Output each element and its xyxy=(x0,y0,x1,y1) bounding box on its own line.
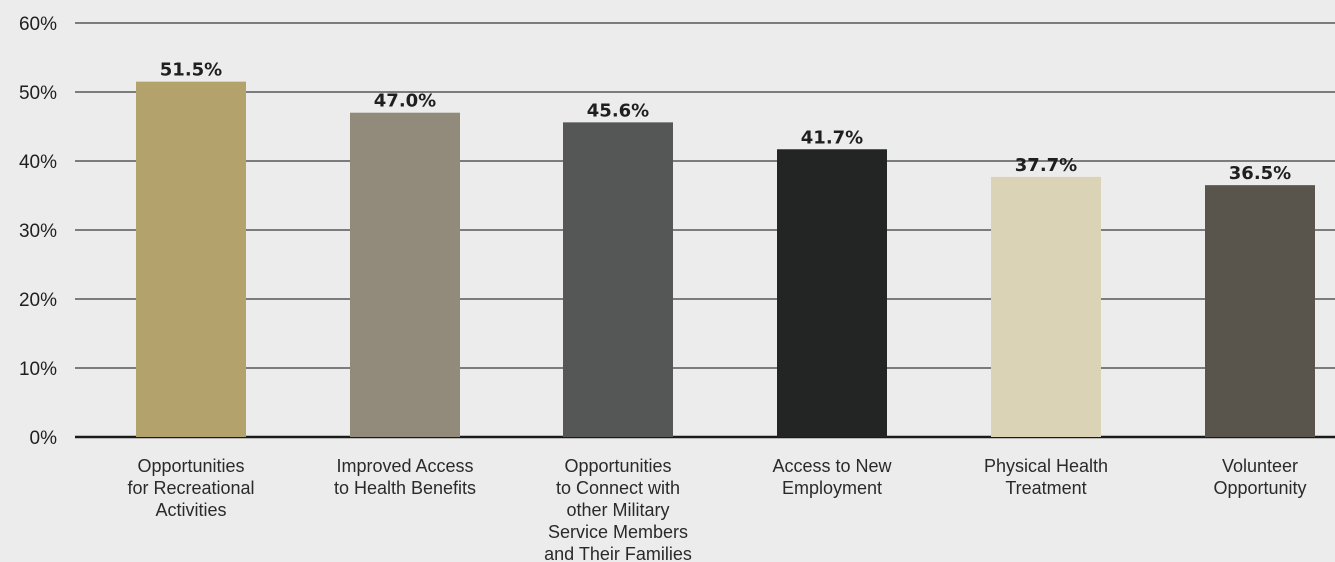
bar-value-label: 51.5% xyxy=(160,60,222,81)
x-category-label: Opportunities for Recreational Activitie… xyxy=(127,456,255,520)
x-category-label: Volunteer Opportunity xyxy=(1213,456,1307,498)
x-category-label: Physical Health Treatment xyxy=(983,456,1109,498)
bar-value-label: 41.7% xyxy=(801,127,863,148)
bar xyxy=(777,149,887,437)
bar xyxy=(1205,185,1315,437)
bar xyxy=(136,81,246,438)
bar xyxy=(350,112,460,437)
y-tick-label: 50% xyxy=(19,83,57,104)
y-tick-label: 30% xyxy=(19,221,57,242)
bar-value-label: 36.5% xyxy=(1229,163,1291,184)
y-tick-label: 40% xyxy=(19,152,57,173)
bar-value-label: 47.0% xyxy=(374,91,436,112)
bar xyxy=(991,176,1101,437)
bar-value-label: 45.6% xyxy=(587,100,649,121)
y-tick-label: 60% xyxy=(19,14,57,35)
y-tick-label: 20% xyxy=(19,290,57,311)
x-category-label: Access to New Employment xyxy=(772,456,892,498)
bar xyxy=(563,122,673,438)
bar-value-label: 37.7% xyxy=(1015,155,1077,176)
y-tick-label: 0% xyxy=(30,428,58,449)
x-category-label: Opportunities to Connect with other Mili… xyxy=(544,456,692,562)
x-category-label: Improved Access to Health Benefits xyxy=(333,456,477,498)
y-tick-label: 10% xyxy=(19,359,57,380)
